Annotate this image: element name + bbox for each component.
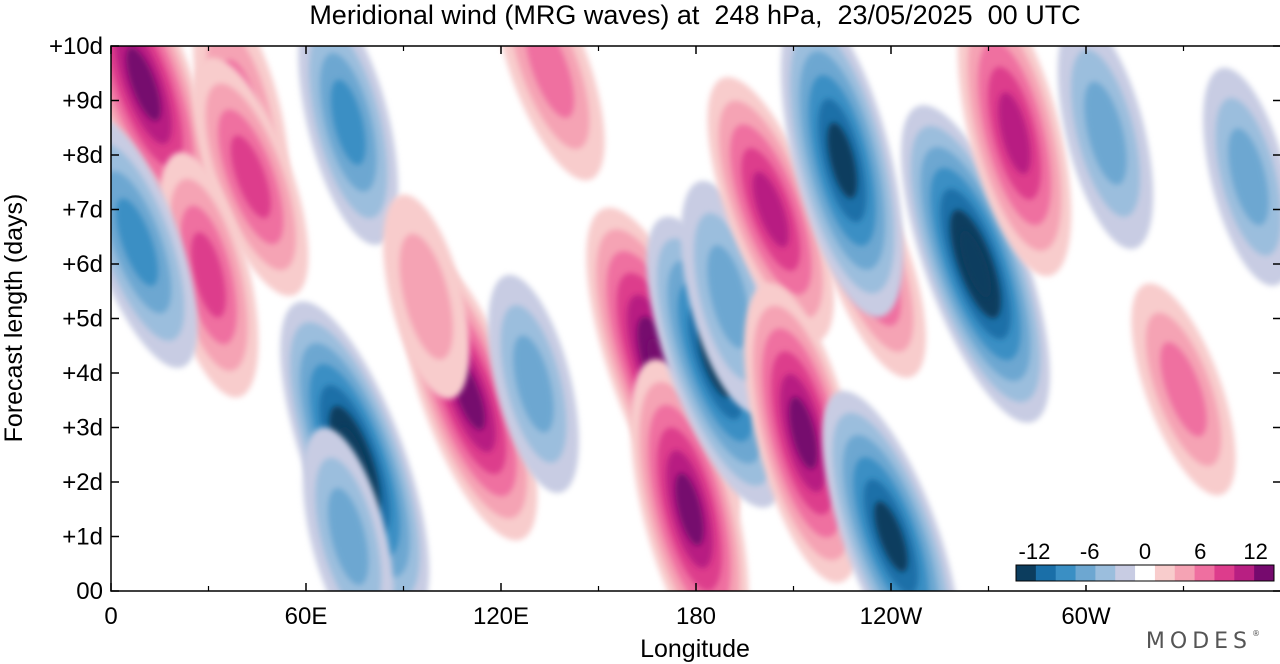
colorbar-label: 6 (1194, 539, 1206, 564)
wind-feature (1057, 46, 1154, 250)
contour-band (1228, 128, 1269, 226)
y-tick-label: +5d (62, 306, 103, 333)
wind-feature (111, 116, 198, 369)
wind-feature (383, 194, 470, 399)
colorbar-swatch (1055, 565, 1077, 581)
colorbar-swatch (1115, 565, 1136, 581)
x-tick-label: 60E (285, 603, 328, 630)
colorbar: -12 -6 0 6 12 (1010, 535, 1280, 585)
y-tick-label: +9d (62, 88, 103, 115)
wind-feature (298, 46, 399, 245)
wind-feature (1131, 283, 1236, 496)
contour-band (126, 47, 161, 122)
wind-feature (780, 46, 904, 318)
y-tick-label: +3d (62, 415, 103, 442)
wind-feature (630, 359, 749, 591)
y-tick-label: +8d (62, 142, 103, 169)
contour-band (788, 396, 818, 470)
contour-band (752, 171, 789, 248)
contour-band (1160, 342, 1207, 437)
wind-feature (957, 46, 1072, 277)
x-tick-label: 120E (473, 603, 529, 630)
x-tick-label: 0 (104, 603, 117, 630)
wind-feature (193, 57, 309, 297)
colorbar-label: -6 (1080, 539, 1100, 564)
contour-band (675, 472, 704, 546)
colorbar-label: -12 (1019, 539, 1051, 564)
chart-title: Meridional wind (MRG waves) at 248 hPa, … (309, 0, 1080, 30)
colorbar-frame (1015, 564, 1275, 582)
colorbar-label: 12 (1243, 539, 1267, 564)
colorbar-swatch (1035, 565, 1057, 581)
y-tick-label: +7d (62, 197, 103, 224)
contour-band (191, 232, 226, 318)
contour-band (1084, 81, 1127, 185)
axis-ticks: 0 60E 120E 180 120W 60W 00 +1d +2d +3d +4d +5d +6d +7… (49, 33, 1280, 630)
y-tick-label: +10d (49, 33, 103, 60)
x-tick-label: 60W (1061, 603, 1111, 630)
contour-band (998, 92, 1031, 175)
contour-band (513, 335, 554, 433)
wind-feature (488, 274, 579, 493)
contour-band (525, 46, 575, 118)
colorbar-swatch (1254, 565, 1275, 581)
colorbar-swatch (1174, 565, 1196, 581)
wind-feature (158, 152, 259, 398)
wind-feature (901, 105, 1050, 423)
contour-band (330, 79, 366, 165)
colorbar-swatch (1194, 565, 1215, 581)
contour-band (827, 122, 858, 199)
x-tick-label: 120W (860, 603, 923, 630)
wind-field (111, 46, 1280, 591)
colorbar-swatch (1154, 565, 1176, 581)
contour-band (115, 198, 159, 286)
colorbar-swatch (1214, 565, 1235, 581)
colorbar-swatch (1234, 565, 1255, 581)
colorbar-swatch (1016, 565, 1037, 581)
contour-band (399, 233, 453, 360)
x-tick-label: 180 (676, 603, 716, 630)
y-tick-label: +4d (62, 360, 103, 387)
y-tick-label: +6d (62, 251, 103, 278)
contour-band (959, 230, 992, 298)
colorbar-swatch (1135, 565, 1156, 581)
y-tick-label: 00 (76, 578, 103, 605)
colorbar-swatch (1095, 565, 1116, 581)
wind-feature (302, 427, 394, 591)
logo-text: MODES (1145, 629, 1252, 654)
contour-band (874, 501, 908, 572)
colorbar-swatch (1075, 565, 1096, 581)
contour-band (707, 245, 750, 349)
plot-area: 0 60E 120E 180 120W 60W 00 +1d +2d +3d +4d +5d +6d +7… (49, 33, 1280, 630)
wind-feature (707, 77, 835, 342)
wind-feature (494, 46, 605, 181)
colorbar-label: 0 (1139, 539, 1151, 564)
contour-band (230, 135, 271, 219)
wind-feature (822, 390, 960, 591)
modes-logo: MODES® (1145, 629, 1260, 654)
x-axis-label: Longitude (640, 635, 750, 663)
contour-band (328, 488, 369, 585)
y-axis-label: Forecast length (days) (0, 194, 28, 443)
wind-feature (1203, 67, 1280, 286)
y-tick-label: +1d (62, 524, 103, 551)
y-tick-label: +2d (62, 469, 103, 496)
